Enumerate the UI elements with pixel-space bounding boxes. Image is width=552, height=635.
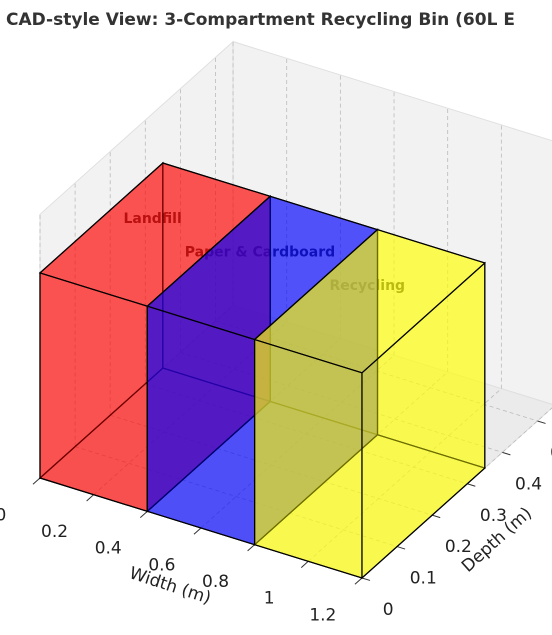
x-tick-label: 1 <box>264 589 275 609</box>
y-tick-label: 0.3 <box>480 506 507 526</box>
box-face <box>254 338 363 579</box>
grid-line <box>308 388 502 562</box>
grid-line <box>215 320 538 422</box>
x-tick-label: 0.6 <box>148 555 175 575</box>
y-tick-label: 0.1 <box>410 569 437 589</box>
y-tick <box>502 451 511 456</box>
y-tick-label: 0 <box>383 600 394 620</box>
x-tick-label: 0.2 <box>41 522 68 542</box>
chart-title: CAD-style View: 3-Compartment Recycling … <box>6 10 515 30</box>
box-label: Paper & Cardboard <box>185 245 335 261</box>
grid-line <box>93 321 287 495</box>
x-tick <box>247 544 255 552</box>
x-tick <box>354 577 363 585</box>
box-face <box>39 272 148 513</box>
grid-line <box>200 354 395 529</box>
y-tick <box>537 420 546 424</box>
x-tick <box>193 527 202 535</box>
y-tick-label: 0.5 <box>550 443 552 463</box>
y-tick <box>361 577 371 581</box>
x-tick <box>300 560 309 568</box>
box-label: Landfill <box>123 211 181 227</box>
box-face <box>146 305 256 546</box>
x-tick-label: 0 <box>0 505 6 525</box>
grid-line <box>110 414 433 516</box>
y-tick <box>467 483 476 487</box>
x-tick <box>139 510 148 518</box>
grid-line <box>74 446 398 547</box>
x-tick-label: 0.4 <box>95 539 122 559</box>
y-tick <box>396 546 406 550</box>
y-tick-label: 0.2 <box>445 537 472 557</box>
x-tick <box>32 477 41 485</box>
grid-line <box>145 383 468 485</box>
box-label: Recycling <box>329 278 405 294</box>
y-tick-label: 0.4 <box>515 474 542 494</box>
x-tick-label: 0.8 <box>202 572 229 592</box>
x-tick-label: 1.2 <box>309 605 336 625</box>
grid-line <box>180 352 503 453</box>
x-tick <box>86 494 94 502</box>
y-tick <box>432 514 441 519</box>
